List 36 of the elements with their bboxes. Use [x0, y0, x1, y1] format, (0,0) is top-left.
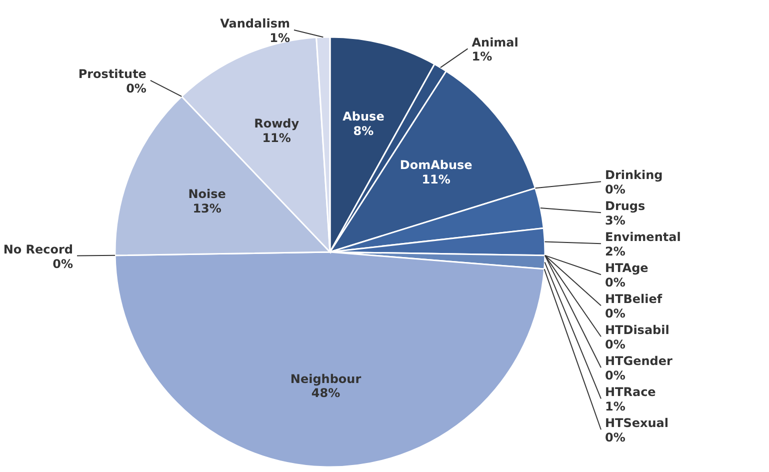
- text: 0%: [605, 430, 626, 445]
- data-label: 1%: [472, 50, 492, 64]
- category-label: HTDisabil: [605, 323, 670, 338]
- category-label: HTGender: [605, 354, 672, 368]
- data-label: 2%: [605, 244, 626, 259]
- data-label: 8%: [353, 124, 374, 138]
- text: 0%: [126, 81, 146, 96]
- data-label: 13%: [192, 202, 222, 216]
- text: 0%: [605, 182, 626, 197]
- data-label: 11%: [422, 172, 450, 186]
- data-label: 3%: [605, 214, 626, 228]
- data-label: 1%: [605, 400, 626, 414]
- category-label: Prostitute: [78, 67, 146, 82]
- category-label: Drinking: [605, 168, 663, 182]
- legend-label: HTAge: [605, 261, 648, 276]
- category-label: HTBelief: [605, 292, 662, 306]
- data-label: 48%: [311, 386, 340, 400]
- slice-label: Rowdy: [254, 116, 300, 130]
- data-label: 11%: [262, 130, 291, 145]
- text: 0%: [605, 306, 626, 321]
- slice-label: HTRace: [605, 385, 656, 400]
- text: 0%: [52, 256, 74, 271]
- category-label: No Record: [3, 242, 74, 256]
- text: 0%: [605, 368, 626, 383]
- text: 0%: [605, 276, 626, 290]
- slice-label: Drugs: [605, 199, 646, 214]
- slice-label: Neighbour: [290, 372, 362, 386]
- slice-label: Vandalism: [220, 16, 290, 31]
- text: 0%: [605, 338, 626, 352]
- slice-label: Envimental: [605, 230, 681, 244]
- slice-label: Animal: [472, 35, 518, 50]
- category-label: HTSexual: [605, 416, 669, 430]
- slice-label: Abuse: [342, 110, 384, 124]
- data-label: 1%: [270, 31, 290, 45]
- slice-label: DomAbuse: [400, 158, 472, 172]
- slice-label: Noise: [188, 187, 226, 202]
